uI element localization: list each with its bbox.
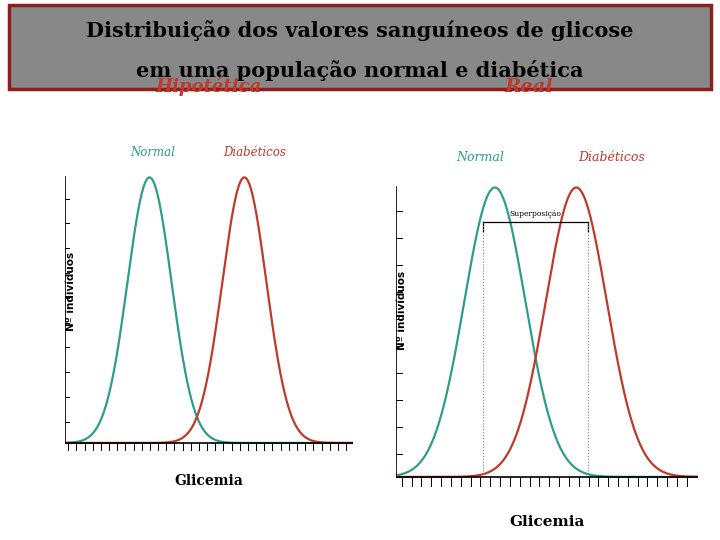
Text: Nº indivíduos: Nº indivíduos	[397, 271, 407, 350]
Text: Hipotética: Hipotética	[156, 77, 262, 96]
Text: Superposição: Superposição	[510, 210, 562, 218]
Text: em uma população normal e diabética: em uma população normal e diabética	[136, 60, 584, 81]
FancyBboxPatch shape	[9, 5, 711, 89]
Text: Diabéticos: Diabéticos	[223, 146, 286, 159]
Text: Diabéticos: Diabéticos	[577, 151, 644, 164]
Text: Real: Real	[505, 78, 554, 96]
Text: Normal: Normal	[130, 146, 176, 159]
Text: Glicemia: Glicemia	[174, 474, 243, 488]
Text: Distribuição dos valores sanguíneos de glicose: Distribuição dos valores sanguíneos de g…	[86, 20, 634, 41]
Text: Nº indivíduos: Nº indivíduos	[66, 252, 76, 331]
Text: Normal: Normal	[456, 151, 504, 164]
Text: Glicemia: Glicemia	[510, 515, 585, 529]
